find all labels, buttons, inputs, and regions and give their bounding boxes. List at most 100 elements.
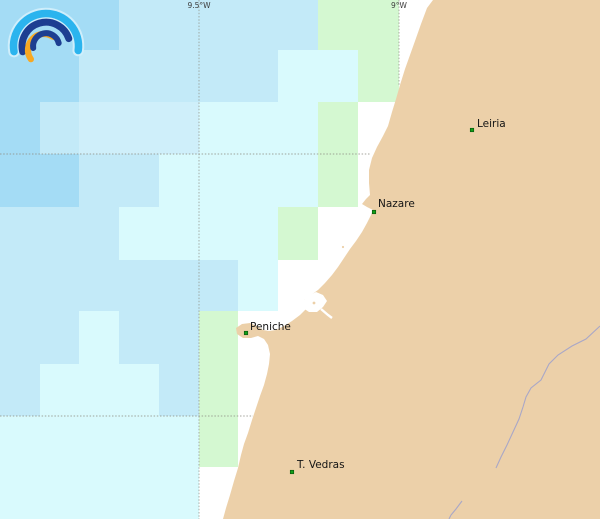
ocean-grid-cell — [0, 311, 40, 364]
ocean-grid-cell — [199, 102, 238, 154]
ocean-grid-cell — [278, 102, 318, 154]
ocean-grid-cell — [159, 467, 199, 519]
ocean-grid-cell — [119, 0, 159, 50]
ocean-grid-cell — [119, 467, 159, 519]
ocean-grid-cell — [318, 154, 358, 207]
city-marker-t-vedras — [289, 469, 295, 475]
city-label-nazare: Nazare — [378, 198, 415, 210]
ocean-grid-cell — [318, 50, 358, 102]
ocean-grid-cell — [278, 154, 318, 207]
ocean-grid-cell — [159, 260, 199, 311]
river — [448, 500, 463, 519]
cities-layer: Leiria Nazare Peniche T. Vedras — [243, 118, 506, 475]
longitude-label: 9°W — [391, 1, 408, 10]
ocean-grid-cell — [278, 207, 318, 260]
ocean-grid-cell — [199, 154, 238, 207]
rainbow-logo-icon — [7, 7, 85, 63]
ocean-grid-cell — [40, 364, 79, 416]
ocean-grid-cell — [119, 260, 159, 311]
ocean-grid-cell — [238, 0, 278, 50]
ocean-grid-cell — [40, 311, 79, 364]
ocean-grid-cell — [119, 364, 159, 416]
ocean-grid-cell — [159, 154, 199, 207]
ocean-grid-cell — [159, 102, 199, 154]
ocean-grid-cell — [159, 364, 199, 416]
lagoon-island — [312, 301, 316, 305]
logo-arc-navy-inner — [30, 30, 62, 51]
ocean-grid-cell — [0, 467, 40, 519]
logo-arc-navy — [18, 18, 73, 56]
ocean-grid-cell — [40, 207, 79, 260]
ocean-grid-cell — [119, 102, 159, 154]
ocean-grid-cell — [0, 260, 40, 311]
ocean-grid-cell — [238, 260, 278, 311]
city-label-leiria: Leiria — [477, 118, 506, 130]
ocean-grid-cell — [358, 0, 399, 50]
ocean-grid-cell — [40, 416, 79, 467]
ocean-grid-cell — [0, 364, 40, 416]
ocean-grid-cell — [199, 0, 238, 50]
ocean-grid-cell — [199, 364, 238, 416]
ocean-grid-cell — [358, 50, 399, 102]
ocean-grid-cell — [159, 207, 199, 260]
ocean-grid-cell — [0, 154, 40, 207]
ocean-grid-cell — [79, 260, 119, 311]
land-shape — [223, 0, 600, 519]
ocean-grid-cell — [238, 102, 278, 154]
ocean-grid-cell — [79, 102, 119, 154]
ocean-grid-cell — [119, 50, 159, 102]
ocean-grid-cell — [199, 207, 238, 260]
ocean-grid-cell — [159, 311, 199, 364]
longitude-label: 9.5°W — [187, 1, 211, 10]
city-marker-leiria — [469, 127, 475, 133]
ocean-grid-cell — [159, 0, 199, 50]
lagoon — [301, 292, 333, 319]
ocean-grid-cell — [159, 50, 199, 102]
city-marker-peniche — [243, 330, 249, 336]
ocean-grid-cell — [0, 416, 40, 467]
islets — [335, 244, 346, 258]
ocean-grid-cell — [0, 102, 40, 154]
ocean-grid-cell — [0, 207, 40, 260]
city-label-peniche: Peniche — [250, 321, 291, 333]
ocean-grid-cell — [278, 50, 318, 102]
ocean-grid-cell — [40, 50, 79, 102]
ocean-grid-cell — [0, 50, 40, 102]
axis-labels-layer: 9.5°W 9°W — [187, 1, 407, 10]
islet-core — [341, 245, 345, 249]
ocean-grid-cell — [199, 260, 238, 311]
river — [495, 325, 600, 469]
ocean-grid-cell — [199, 416, 238, 467]
ocean-grid-cell — [318, 0, 358, 50]
ocean-grid-cell — [119, 311, 159, 364]
ocean-grid-cell — [318, 102, 358, 154]
islet — [335, 252, 340, 258]
ocean-grid-cell — [199, 50, 238, 102]
ocean-grid-cell — [40, 102, 79, 154]
ocean-grid-cell — [79, 207, 119, 260]
logo-arc-cyan — [9, 9, 83, 56]
ocean-grid-cell — [278, 0, 318, 50]
ocean-grid-cell — [199, 311, 238, 364]
ocean-grid-layer — [0, 0, 399, 519]
rivers-layer — [448, 325, 600, 519]
ocean-grid-cell — [79, 364, 119, 416]
ocean-grid-cell — [119, 207, 159, 260]
ocean-grid-cell — [159, 416, 199, 467]
ocean-grid-cell — [79, 311, 119, 364]
ocean-grid-cell — [79, 0, 119, 50]
ocean-grid-cell — [79, 50, 119, 102]
ocean-grid-cell — [40, 467, 79, 519]
ocean-grid-cell — [238, 50, 278, 102]
ocean-grid-cell — [238, 154, 278, 207]
graticule-layer — [0, 0, 400, 519]
ocean-grid-cell — [119, 154, 159, 207]
ocean-grid-cell — [238, 207, 278, 260]
city-label-t-vedras: T. Vedras — [296, 459, 345, 471]
ocean-grid-cell — [79, 154, 119, 207]
ocean-grid-cell — [79, 467, 119, 519]
ocean-grid-cell — [119, 416, 159, 467]
ocean-grid-cell — [40, 260, 79, 311]
